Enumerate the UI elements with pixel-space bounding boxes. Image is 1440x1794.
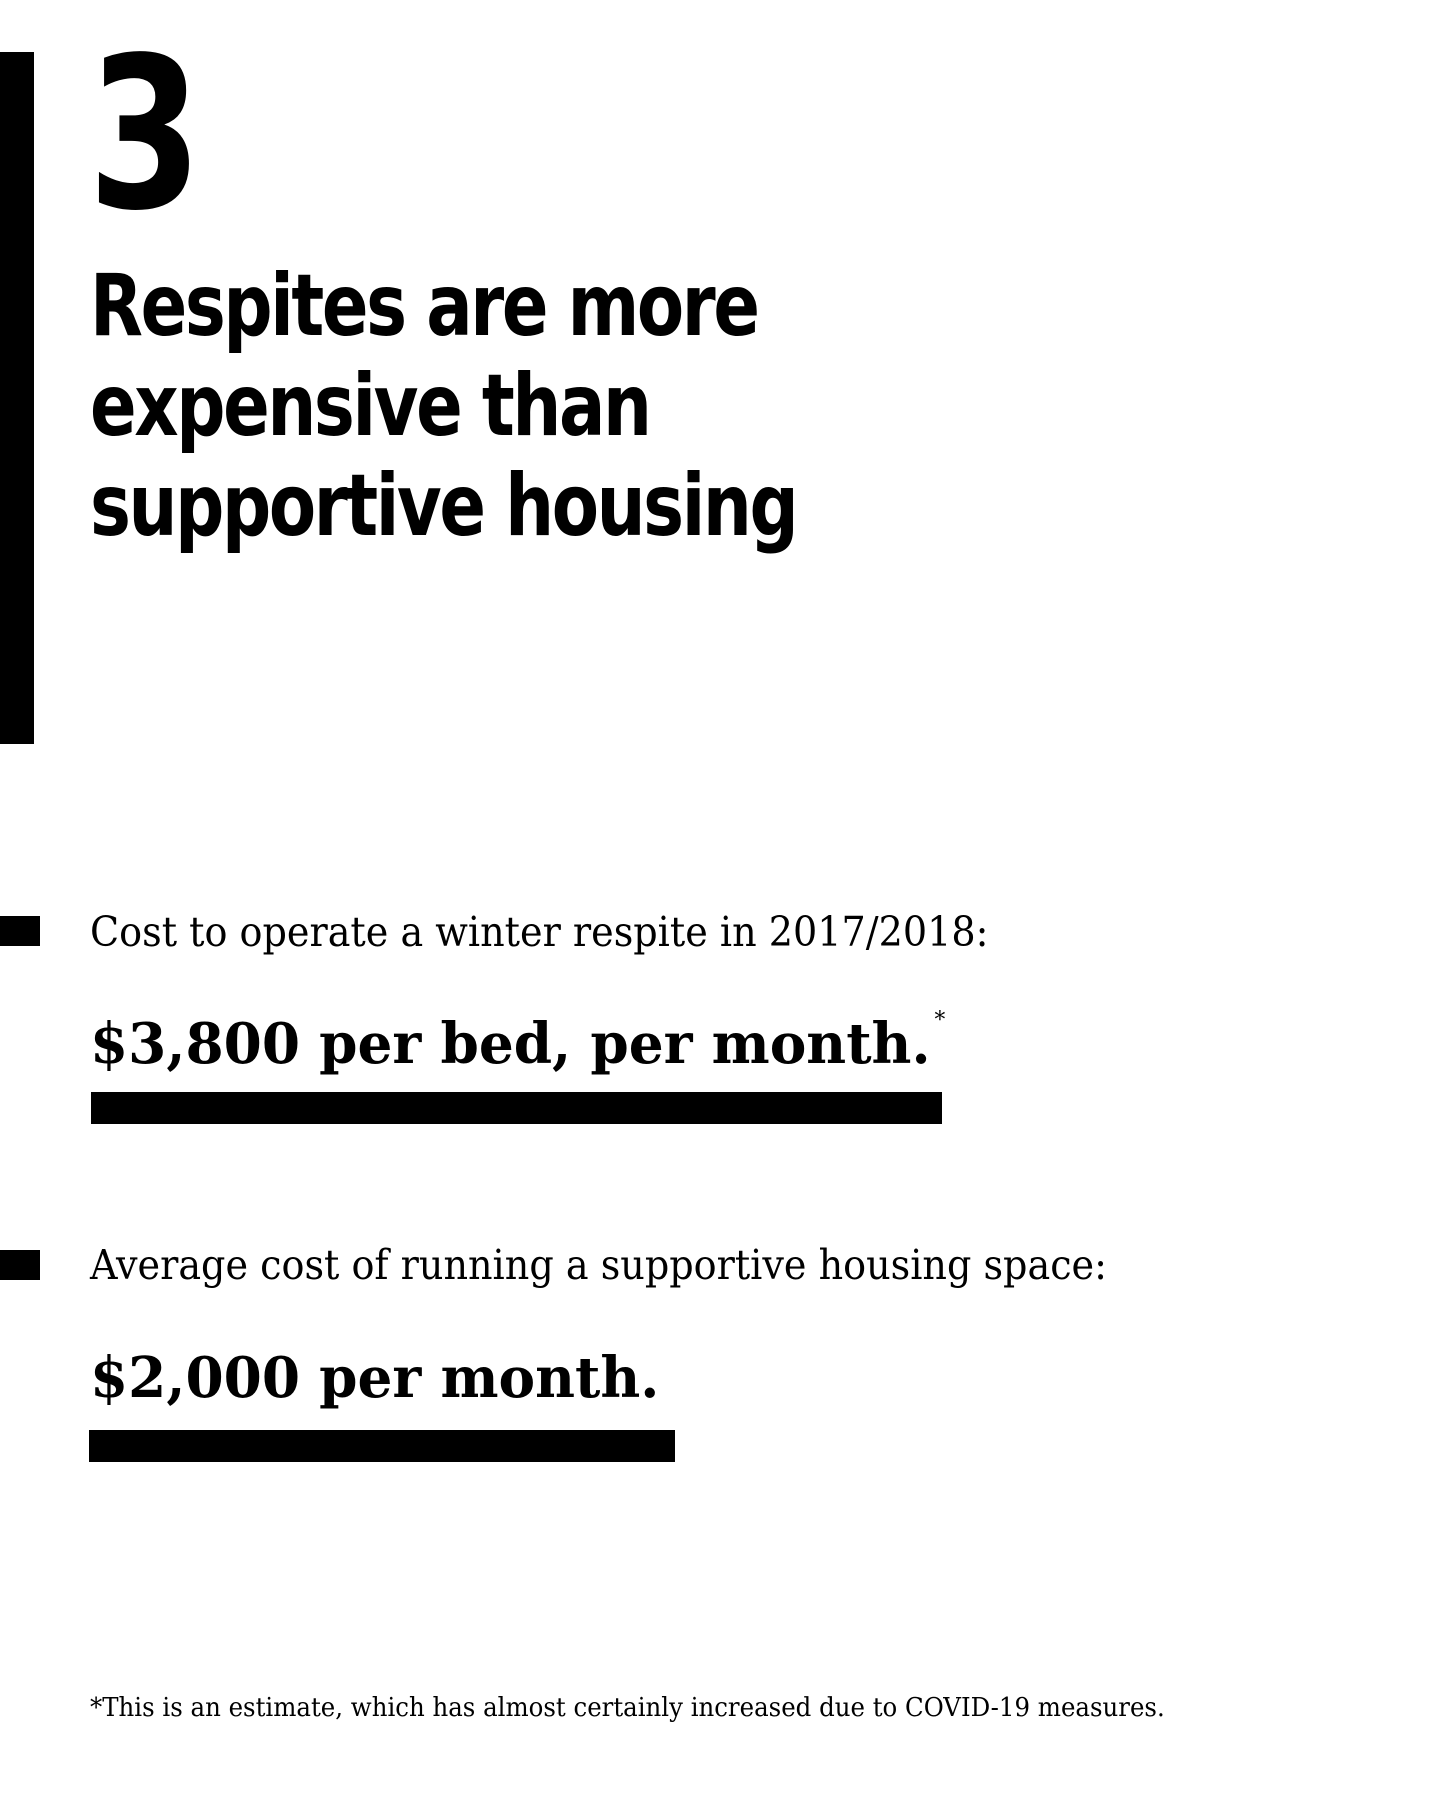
accent-bar [0, 52, 34, 744]
value-underline [89, 1430, 675, 1462]
section-number: 3 [88, 12, 202, 257]
headline: Respites are more expensive than support… [90, 256, 890, 556]
stat-label-housing: Average cost of running a supportive hou… [90, 1241, 1107, 1289]
bullet-marker [0, 916, 40, 946]
stat-value-respite: $3,800 per bed, per month. * [90, 1010, 945, 1073]
stat-value-housing: $2,000 per month. [90, 1345, 660, 1411]
footnote: *This is an estimate, which has almost c… [90, 1693, 1165, 1723]
value-underline [91, 1092, 942, 1124]
headline-line-3: supportive housing [90, 456, 799, 556]
stat-label-respite: Cost to operate a winter respite in 2017… [90, 908, 989, 956]
bullet-marker [0, 1250, 40, 1280]
footnote-marker: * [934, 1008, 946, 1033]
headline-line-2: expensive than [90, 356, 652, 456]
headline-line-1: Respites are more [90, 256, 760, 356]
stat-value-respite-text: $3,800 per bed, per month. [90, 1011, 931, 1077]
